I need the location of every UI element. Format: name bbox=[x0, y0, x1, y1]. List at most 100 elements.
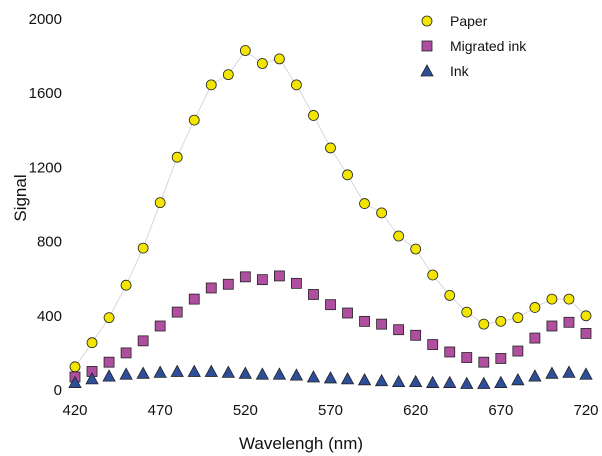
paper-data-point bbox=[495, 315, 507, 327]
ink-data-point bbox=[340, 372, 355, 385]
migrated-ink-data-point bbox=[103, 356, 115, 368]
x-tick-label: 470 bbox=[148, 402, 173, 419]
paper-data-point bbox=[103, 312, 115, 324]
migrated-ink-data-point bbox=[495, 353, 507, 364]
migrated-ink-data-point bbox=[171, 306, 183, 318]
ink-data-point bbox=[289, 368, 304, 381]
ink-data-point bbox=[494, 375, 508, 388]
ink-data-point bbox=[443, 375, 457, 388]
migrated-ink-data-point bbox=[325, 299, 336, 311]
ink-data-point bbox=[68, 375, 82, 388]
paper-data-point bbox=[359, 198, 370, 209]
y-axis-tick-labels: 0 400 800 1200 1600 2000 bbox=[29, 11, 62, 399]
ink-data-point bbox=[408, 374, 423, 388]
x-tick-label: 420 bbox=[62, 402, 87, 419]
migrated-ink-data-point bbox=[308, 289, 319, 300]
legend-label-ink: Ink bbox=[450, 63, 470, 79]
migrated-ink-data-point bbox=[239, 271, 251, 283]
paper-data-point bbox=[137, 242, 149, 254]
migrated-ink-data-point bbox=[461, 352, 473, 363]
ink-data-point bbox=[255, 367, 270, 380]
paper-series-line bbox=[74, 49, 587, 368]
ink-data-point bbox=[102, 369, 116, 382]
ink-data-point bbox=[528, 369, 542, 382]
paper-series bbox=[69, 45, 592, 373]
paper-data-point bbox=[580, 310, 592, 322]
migrated-ink-data-point bbox=[512, 345, 524, 357]
ink-data-point bbox=[238, 366, 253, 379]
ink-data-point bbox=[136, 366, 150, 379]
ink-data-point bbox=[511, 372, 525, 386]
paper-data-point bbox=[410, 243, 422, 255]
ink-data-point bbox=[562, 365, 576, 378]
x-tick-label: 620 bbox=[403, 402, 428, 419]
ink-data-point bbox=[153, 365, 167, 378]
x-axis-label: Wavelengh (nm) bbox=[239, 434, 363, 453]
migrated-ink-data-point bbox=[546, 320, 558, 332]
migrated-ink-data-point bbox=[580, 328, 592, 339]
legend-marker-migrated-ink bbox=[421, 40, 433, 52]
migrated-ink-data-point bbox=[188, 293, 200, 305]
paper-data-point bbox=[546, 293, 558, 305]
ink-data-point bbox=[306, 370, 321, 383]
ink-data-point bbox=[426, 375, 440, 388]
migrated-ink-data-point bbox=[342, 307, 353, 319]
paper-data-point bbox=[273, 53, 285, 65]
legend-item-paper: Paper bbox=[421, 13, 488, 29]
ink-data-point bbox=[477, 376, 491, 389]
legend-item-migrated-ink: Migrated ink bbox=[421, 38, 527, 54]
ink-data-point bbox=[221, 365, 235, 378]
ink-data-point bbox=[119, 367, 133, 380]
migrated-ink-data-point bbox=[393, 324, 405, 336]
paper-data-point bbox=[222, 69, 234, 81]
legend: Paper Migrated ink Ink bbox=[420, 13, 527, 79]
paper-data-point bbox=[325, 142, 336, 154]
ink-data-point bbox=[204, 364, 218, 377]
paper-data-point bbox=[376, 207, 388, 219]
migrated-ink-data-point bbox=[256, 274, 268, 286]
paper-data-point bbox=[393, 230, 405, 242]
paper-data-point bbox=[308, 110, 319, 121]
paper-data-point bbox=[291, 79, 302, 91]
ink-data-point bbox=[323, 371, 338, 384]
paper-data-point bbox=[444, 289, 456, 301]
migrated-ink-data-point bbox=[410, 329, 422, 341]
legend-marker-paper bbox=[421, 15, 433, 27]
legend-label-migrated-ink: Migrated ink bbox=[450, 38, 527, 54]
migrated-ink-data-point bbox=[563, 316, 575, 328]
migrated-ink-data-point bbox=[137, 335, 149, 347]
legend-marker-ink bbox=[420, 64, 434, 77]
ink-data-point bbox=[272, 367, 287, 380]
y-tick-label: 400 bbox=[37, 308, 62, 325]
migrated-ink-data-point bbox=[291, 277, 302, 289]
paper-data-point bbox=[120, 279, 132, 291]
paper-data-point bbox=[86, 337, 98, 349]
paper-data-point bbox=[69, 361, 81, 373]
migrated-ink-data-point bbox=[222, 278, 234, 290]
migrated-ink-data-point bbox=[478, 356, 490, 368]
y-tick-label: 800 bbox=[37, 234, 62, 251]
migrated-ink-data-point bbox=[273, 270, 285, 282]
migrated-ink-data-point bbox=[205, 282, 217, 294]
migrated-ink-data-point bbox=[154, 320, 166, 332]
ink-data-point bbox=[391, 374, 406, 388]
x-tick-label: 520 bbox=[233, 402, 258, 419]
migrated-ink-data-point bbox=[120, 347, 132, 359]
paper-data-point bbox=[427, 269, 439, 281]
migrated-ink-data-point bbox=[427, 339, 439, 350]
paper-data-point bbox=[563, 293, 575, 305]
ink-data-point bbox=[460, 376, 474, 389]
x-tick-label: 570 bbox=[318, 402, 343, 419]
paper-data-point bbox=[239, 45, 251, 56]
ink-data-point bbox=[579, 367, 593, 380]
paper-data-point bbox=[512, 312, 524, 324]
ink-data-point bbox=[545, 366, 559, 379]
paper-data-point bbox=[256, 58, 268, 69]
ink-data-point bbox=[85, 372, 99, 385]
legend-label-paper: Paper bbox=[450, 13, 488, 29]
paper-data-point bbox=[461, 306, 473, 318]
migrated-ink-data-point bbox=[359, 315, 370, 327]
paper-data-point bbox=[154, 197, 166, 209]
ink-data-point bbox=[374, 373, 389, 387]
